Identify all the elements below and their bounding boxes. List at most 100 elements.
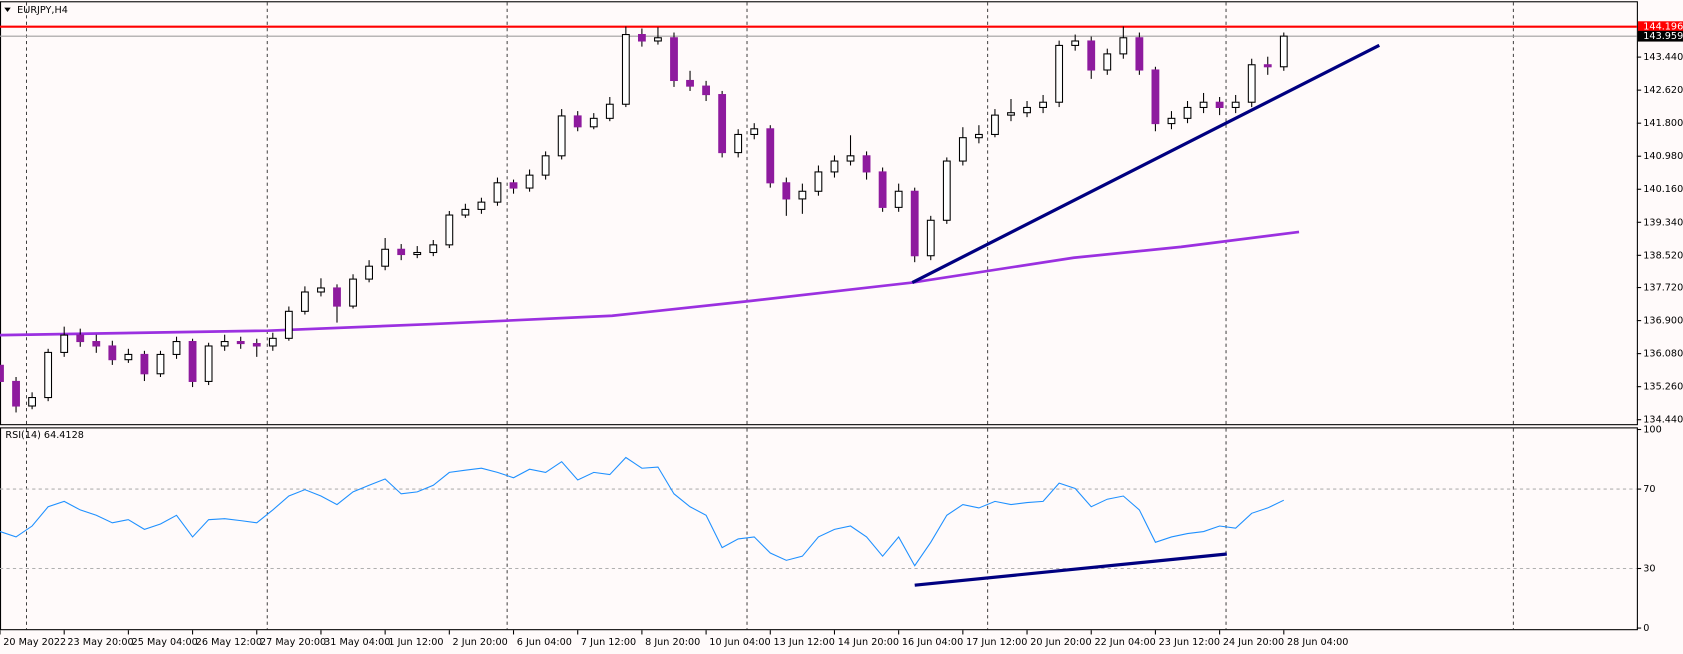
candle-body <box>991 114 999 135</box>
candle-body <box>782 182 791 200</box>
candle-body <box>958 137 967 162</box>
bid-label: 143.959 <box>1643 31 1683 42</box>
candle-body <box>589 117 598 128</box>
candle-body <box>429 244 438 254</box>
x-tick-label: 31 May 04:00 <box>324 637 390 648</box>
candle-body <box>156 353 165 375</box>
x-tick-label: 7 Jun 12:00 <box>581 637 636 648</box>
menu-arrow <box>4 7 11 12</box>
candle-body <box>1039 101 1047 109</box>
candle-body <box>974 133 983 139</box>
candle-body <box>814 171 823 192</box>
y-tick-label: 30 <box>1643 564 1655 575</box>
y-tick-label: 70 <box>1643 484 1655 495</box>
candle-body <box>1007 112 1015 116</box>
y-tick-label: 138.520 <box>1643 250 1683 261</box>
candle-body <box>686 79 694 87</box>
y-tick-label: 143.440 <box>1643 52 1683 63</box>
candle-body <box>637 34 646 42</box>
candle-body <box>1071 40 1080 46</box>
candle-body <box>509 182 518 189</box>
candle-body <box>349 278 357 307</box>
y-tick-label: 140.160 <box>1643 184 1683 195</box>
candle-body <box>525 174 534 189</box>
y-tick-label: 100 <box>1643 425 1661 436</box>
rsi-frame <box>0 427 1638 631</box>
candle-body <box>12 380 20 407</box>
x-tick-label: 23 May 20:00 <box>67 637 133 648</box>
x-tick-label: 2 Jun 20:00 <box>453 637 508 648</box>
chart-title: EURJPY,H4 <box>17 5 68 16</box>
trend-line <box>914 552 1227 587</box>
candle-body <box>1055 44 1064 103</box>
candle-body <box>1087 40 1096 71</box>
candle-body <box>926 219 935 257</box>
candle-body <box>365 265 373 280</box>
candle-body <box>621 34 630 105</box>
candle-body <box>220 341 229 347</box>
candle-body <box>413 251 422 256</box>
candle-body <box>670 37 678 82</box>
trend-line <box>911 43 1381 284</box>
candle-body <box>333 287 341 307</box>
y-tick-label: 141.800 <box>1643 118 1683 129</box>
candle-body <box>557 115 566 157</box>
candle-body <box>750 128 759 135</box>
y-tick-label: 137.720 <box>1643 283 1683 294</box>
candle-body <box>108 345 117 361</box>
x-tick-label: 1 Jun 12:00 <box>388 637 443 648</box>
bid-label-box <box>1637 30 1683 42</box>
candle-body <box>862 155 871 173</box>
x-tick-label: 16 Jun 04:00 <box>902 637 963 648</box>
candle-body <box>284 310 293 339</box>
candle-body <box>605 103 614 119</box>
x-tick-label: 8 Jun 20:00 <box>645 637 700 648</box>
candle-body <box>1231 101 1240 109</box>
candle-body <box>718 94 727 154</box>
candle-body <box>1151 69 1160 125</box>
x-tick-label: 28 Jun 04:00 <box>1287 637 1348 648</box>
candle-body <box>654 37 662 42</box>
y-tick-label: 136.080 <box>1643 349 1683 360</box>
candle-body <box>766 128 775 184</box>
y-tick-label: 140.980 <box>1643 151 1683 162</box>
candle-body <box>252 343 261 347</box>
main-frame <box>0 1 1638 426</box>
candle-body <box>541 155 550 176</box>
candle-body <box>1215 101 1224 109</box>
candle-body <box>204 345 213 382</box>
candle-body <box>1167 117 1176 125</box>
rsi-title: RSI(14) 64.4128 <box>5 430 84 441</box>
x-tick-label: 22 Jun 04:00 <box>1094 637 1155 648</box>
candle-body <box>60 334 69 353</box>
candle-body <box>734 133 743 154</box>
x-tick-label: 10 Jun 04:00 <box>709 637 770 648</box>
x-tick-label: 27 May 20:00 <box>260 637 326 648</box>
candle-body <box>798 190 807 200</box>
moving-average <box>0 230 1300 337</box>
candle-body <box>878 171 887 208</box>
x-tick-label: 26 May 12:00 <box>196 637 262 648</box>
x-tick-label: 13 Jun 12:00 <box>774 637 835 648</box>
x-tick-label: 24 Jun 20:00 <box>1223 637 1284 648</box>
x-tick-label: 20 Jun 20:00 <box>1030 637 1091 648</box>
candle-body <box>397 248 406 256</box>
candle-body <box>44 351 53 399</box>
candle-body <box>1199 101 1208 109</box>
candle-body <box>188 341 197 382</box>
candle-body <box>1247 64 1256 103</box>
candle-body <box>1135 37 1144 71</box>
y-tick-label: 142.620 <box>1643 85 1683 96</box>
candle-body <box>445 214 454 246</box>
candle-body <box>894 190 903 208</box>
candle-body <box>124 353 133 361</box>
y-tick-label: 0 <box>1643 623 1649 634</box>
candle-body <box>1263 64 1272 68</box>
y-tick-label: 134.440 <box>1643 415 1683 426</box>
candle-body <box>172 341 181 355</box>
candle-body <box>300 291 309 312</box>
x-tick-label: 25 May 04:00 <box>132 637 198 648</box>
